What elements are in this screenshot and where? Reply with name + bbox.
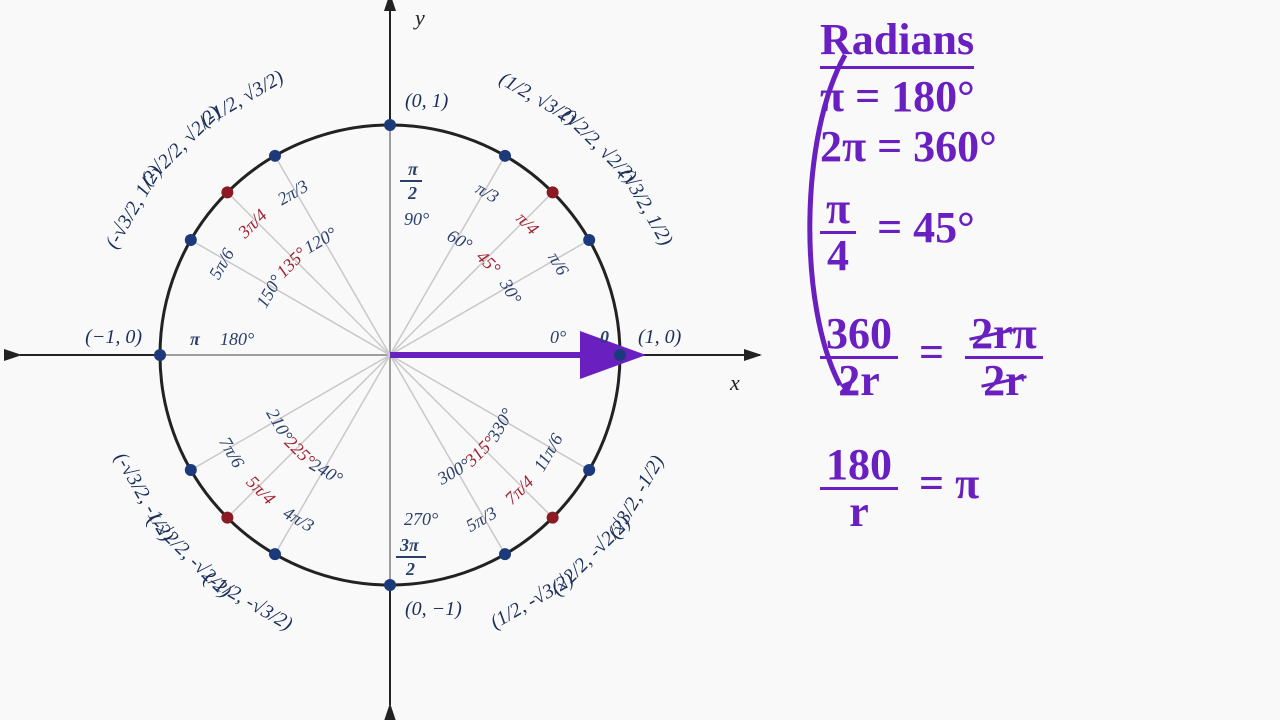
note-line-4: 3602r = 2rπ2r [820, 312, 1240, 403]
svg-text:2π/3: 2π/3 [274, 176, 312, 209]
svg-text:0°: 0° [550, 327, 566, 347]
svg-text:(-1/2, -√3/2): (-1/2, -√3/2) [200, 567, 297, 636]
svg-text:π/4: π/4 [512, 208, 542, 238]
svg-text:5π/4: 5π/4 [242, 472, 279, 509]
note-line-2: 2π = 360° [820, 122, 1240, 173]
svg-text:x: x [729, 370, 740, 395]
note-line-3: π4 = 45° [820, 187, 1240, 278]
svg-text:90°: 90° [404, 209, 429, 229]
svg-text:270°: 270° [404, 509, 438, 529]
svg-text:π: π [408, 159, 419, 179]
svg-text:(0, 1): (0, 1) [405, 90, 449, 112]
svg-text:π/3: π/3 [472, 178, 502, 207]
unit-circle-svg: xy(1, 0)(√3/2, 1/2)30°π/6(√2/2, √2/2)45°… [0, 0, 800, 720]
svg-text:(-√3/2, 1/2): (-√3/2, 1/2) [101, 161, 166, 252]
svg-text:120°: 120° [300, 223, 340, 257]
svg-text:4π/3: 4π/3 [280, 502, 318, 535]
svg-text:y: y [413, 5, 425, 30]
svg-text:240°: 240° [306, 454, 346, 488]
svg-text:(0, −1): (0, −1) [405, 598, 462, 620]
svg-text:60°: 60° [444, 225, 476, 255]
svg-text:45°: 45° [473, 246, 505, 278]
svg-text:π: π [190, 329, 201, 349]
svg-text:7π/4: 7π/4 [501, 472, 538, 509]
svg-text:(−1, 0): (−1, 0) [85, 326, 142, 348]
svg-text:0: 0 [600, 327, 609, 347]
unit-circle-diagram: xy(1, 0)(√3/2, 1/2)30°π/6(√2/2, √2/2)45°… [0, 0, 800, 720]
handwritten-notes: Radians π = 180° 2π = 360° π4 = 45° 3602… [820, 15, 1240, 715]
note-line-5: 180r = π [820, 443, 1240, 534]
svg-text:11π/6: 11π/6 [530, 430, 567, 474]
svg-text:π/6: π/6 [544, 249, 573, 279]
svg-text:3π: 3π [399, 535, 420, 555]
svg-text:2: 2 [405, 559, 415, 579]
svg-text:(1, 0): (1, 0) [638, 326, 682, 348]
svg-text:3π/4: 3π/4 [233, 205, 270, 242]
stage: xy(1, 0)(√3/2, 1/2)30°π/6(√2/2, √2/2)45°… [0, 0, 1280, 720]
svg-text:(√3/2, -1/2): (√3/2, -1/2) [603, 451, 668, 542]
svg-text:5π/3: 5π/3 [462, 502, 500, 535]
note-line-1: π = 180° [820, 72, 1240, 123]
svg-text:180°: 180° [220, 329, 254, 349]
svg-text:2: 2 [407, 183, 417, 203]
arrow-icon [790, 45, 870, 425]
svg-text:(1/2, √3/2): (1/2, √3/2) [496, 68, 581, 130]
